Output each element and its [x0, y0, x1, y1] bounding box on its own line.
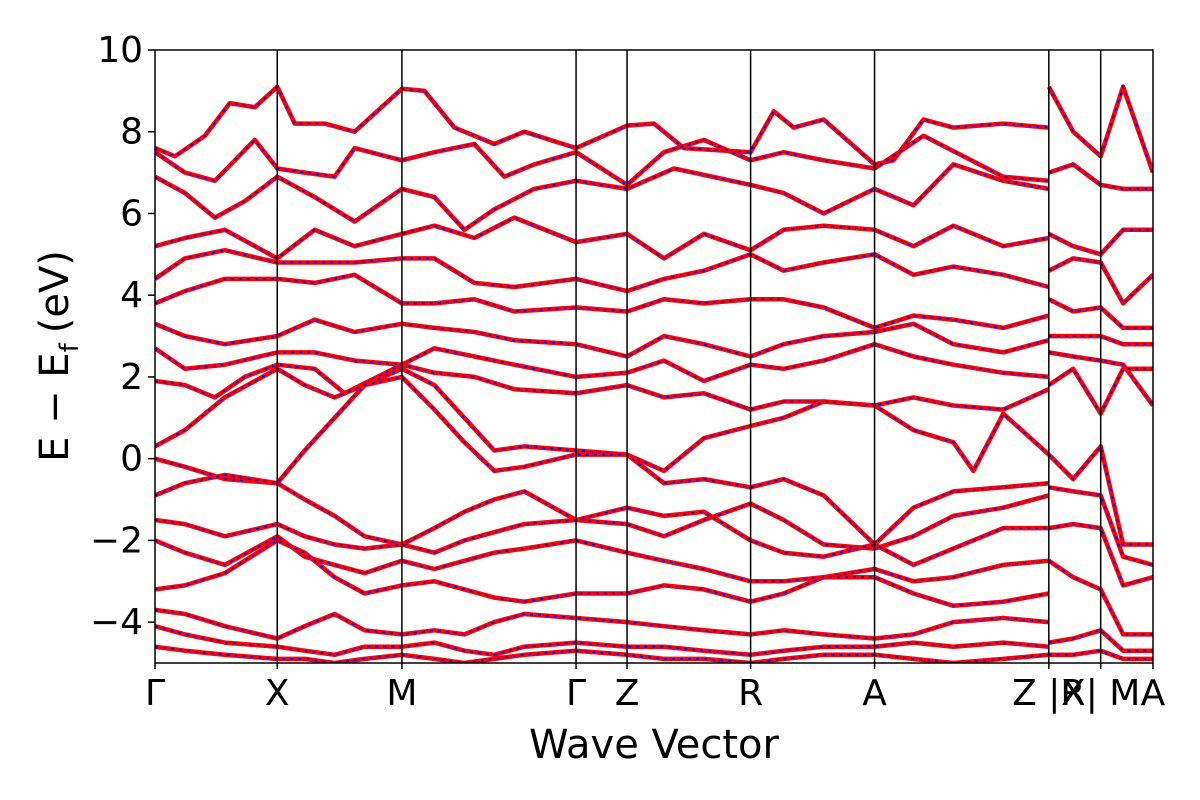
y-axis-title-main: E − E [32, 352, 78, 462]
band-line-primary [155, 133, 1050, 188]
x-tick-label: R [738, 673, 763, 714]
y-tick-label: 8 [120, 112, 143, 153]
band-line-secondary [155, 645, 1049, 663]
band-line-primary [155, 84, 1049, 167]
band-line-primary [155, 374, 1050, 547]
y-tick-label: 0 [120, 439, 143, 480]
y-tick-label: −4 [90, 602, 143, 643]
x-axis-title: Wave Vector [529, 722, 780, 768]
x-tick-label: Γ [145, 673, 165, 714]
band-line-secondary [155, 163, 1049, 231]
band-line-secondary [155, 375, 1049, 546]
band-line-primary [155, 215, 1050, 261]
x-tick-label: Z |R [1012, 673, 1085, 714]
band-line-primary [155, 534, 1050, 584]
band-line-secondary [155, 85, 1049, 166]
y-axis-title-units: (eV) [32, 250, 78, 333]
x-tick-label: Γ [566, 673, 586, 714]
band-line-primary [155, 624, 1050, 658]
band-line-secondary [1048, 649, 1153, 660]
x-tick-label: X| M [1061, 673, 1140, 714]
x-tick-label: Z [615, 673, 640, 714]
y-axis: −4 −2 0 2 4 6 8 10 [90, 30, 155, 643]
band-line-secondary [1048, 351, 1153, 407]
kpoint-lines [276, 50, 1102, 663]
band-line-secondary [155, 609, 1049, 640]
band-line-secondary [155, 318, 1050, 358]
y-axis-title: E − Ef (eV) [32, 250, 85, 462]
band-line-primary [155, 162, 1050, 233]
band-line-secondary [155, 625, 1049, 656]
band-line-secondary [1048, 257, 1153, 305]
x-tick-label: A [1141, 673, 1166, 714]
band-line-secondary [155, 535, 1049, 583]
bands-layer [155, 83, 1153, 663]
x-tick-label: M [386, 673, 417, 714]
y-tick-label: 6 [120, 193, 143, 234]
x-tick-label: X [265, 673, 290, 714]
band-line-secondary [155, 539, 1049, 607]
band-line-primary [155, 538, 1050, 609]
band-line-secondary [1048, 163, 1153, 190]
y-tick-label: 4 [120, 275, 143, 316]
band-line-primary [155, 362, 1050, 412]
y-tick-label: −2 [90, 520, 143, 561]
y-tick-label: 10 [97, 30, 143, 71]
band-line-secondary [155, 343, 1049, 382]
band-line-secondary [1048, 228, 1153, 256]
band-line-secondary [1048, 335, 1153, 346]
band-line-secondary [1048, 298, 1153, 329]
band-line-secondary [155, 249, 1050, 293]
x-tick-label: A [862, 673, 887, 714]
band-line-secondary [155, 506, 1049, 566]
band-line-secondary [1048, 523, 1153, 587]
band-line-secondary [1048, 629, 1153, 652]
band-line-secondary [1048, 83, 1153, 173]
y-axis-title-subscript: f [55, 342, 85, 352]
y-tick-label: 2 [120, 357, 143, 398]
plot-frame [154, 49, 1154, 664]
band-line-secondary [155, 216, 1049, 260]
band-line-secondary [155, 273, 1050, 329]
band-line-secondary [1048, 486, 1153, 566]
band-line-secondary [155, 363, 1050, 411]
